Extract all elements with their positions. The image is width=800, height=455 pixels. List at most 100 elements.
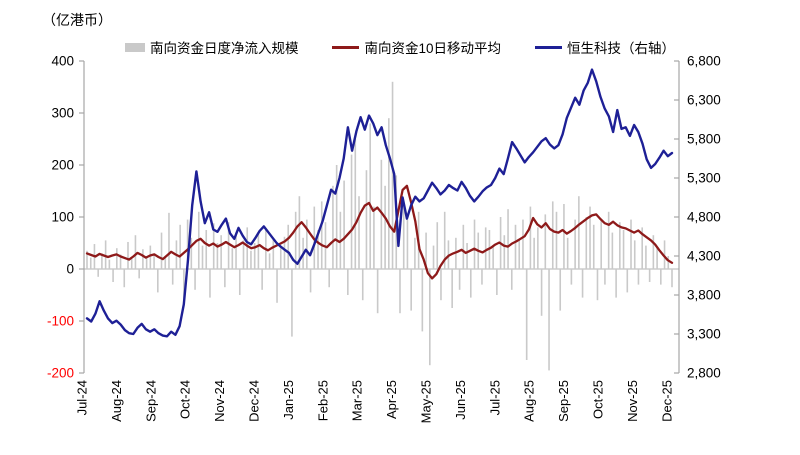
bar: [358, 196, 360, 269]
bar: [667, 256, 670, 269]
bar: [201, 245, 204, 269]
bar: [533, 237, 535, 269]
bar: [615, 269, 617, 298]
bar: [563, 204, 565, 269]
bar: [112, 269, 114, 282]
bar: [365, 170, 368, 269]
bar: [272, 238, 275, 269]
x-axis-month-label: Aug-25: [522, 380, 537, 422]
bar: [388, 118, 390, 269]
bar: [630, 219, 632, 269]
bar: [458, 269, 461, 290]
bar: [209, 269, 211, 298]
x-axis-month-label: Sep-24: [143, 380, 158, 422]
bar: [440, 269, 442, 301]
bar: [469, 269, 472, 298]
bar: [514, 224, 517, 269]
bar: [522, 219, 524, 269]
bar: [596, 269, 599, 301]
bar: [194, 269, 196, 290]
bar: [119, 254, 122, 269]
bar: [142, 249, 144, 269]
bar: [663, 240, 666, 269]
bar: [157, 269, 159, 293]
bar: [235, 232, 237, 269]
bar: [462, 224, 465, 269]
bar: [466, 243, 468, 269]
bar: [399, 269, 401, 314]
x-axis-labels: Jul-24 Aug-24 Sep-24 Oct-24 Nov-24 Dec-24 Jan-…: [75, 380, 675, 423]
bar: [619, 222, 621, 269]
left-axis-tick-label: -100: [47, 314, 74, 329]
bar: [611, 232, 614, 269]
bar: [585, 217, 588, 269]
left-axis-tick-label: 200: [51, 158, 74, 173]
bar: [145, 256, 148, 269]
left-axis-tick-label: 100: [51, 210, 74, 225]
bar: [123, 269, 126, 288]
x-axis-month-label: May-25: [419, 380, 434, 423]
bar: [89, 257, 92, 269]
chart-legend: 南向资金日度净流入规模 南向资金10日移动平均 恒生科技（右轴）: [60, 37, 740, 57]
bar: [496, 269, 498, 295]
bar: [104, 240, 107, 269]
bar: [224, 269, 226, 288]
x-axis-month-label: Aug-24: [109, 380, 124, 422]
bar: [626, 269, 629, 293]
legend-item-ma10: 南向资金10日移动平均: [332, 37, 501, 57]
bar: [227, 222, 230, 269]
x-axis-month-label: Jul-25: [487, 380, 502, 415]
bar: [384, 185, 386, 269]
bar: [328, 269, 330, 288]
bar: [570, 269, 573, 285]
bar: [276, 269, 278, 303]
bar: [648, 269, 651, 282]
bar: [660, 269, 662, 285]
right-axis-tick-label: 6,300: [687, 93, 721, 108]
bar: [592, 224, 595, 269]
bar: [566, 237, 569, 269]
bar: [645, 245, 647, 269]
right-axis-tick-label: 4,300: [687, 249, 721, 264]
bar: [186, 219, 189, 269]
bar: [414, 237, 416, 269]
bar: [652, 235, 655, 269]
bar: [343, 180, 345, 269]
legend-label-hstech: 恒生科技（右轴）: [567, 41, 676, 56]
bar: [97, 269, 99, 277]
bar: [101, 253, 103, 269]
bar: [291, 269, 293, 337]
bar: [205, 230, 208, 269]
line-swatch-icon-blue: [535, 45, 563, 49]
bar: [473, 219, 476, 269]
bar: [134, 235, 137, 269]
bar: [443, 211, 446, 269]
bar: [361, 269, 364, 301]
bar: [149, 245, 152, 269]
bars-series: [86, 81, 673, 371]
bar: [294, 211, 297, 269]
bar: [578, 196, 580, 269]
legend-label-ma10: 南向资金10日移动平均: [364, 41, 502, 56]
bar: [373, 206, 375, 269]
bar: [656, 248, 658, 269]
bar: [600, 219, 602, 269]
bar: [436, 222, 439, 269]
right-axis-tick-label: 5,800: [687, 132, 721, 147]
bar: [429, 269, 431, 366]
bar: [369, 123, 371, 270]
left-axis: 400 300 200 100 0 -100 -200: [47, 54, 85, 381]
bar: [581, 269, 584, 298]
bar: [637, 269, 640, 285]
bar: [559, 269, 562, 311]
bar: [551, 201, 554, 269]
x-axis-month-label: Jul-24: [75, 380, 90, 415]
bar: [589, 206, 591, 269]
legend-label-daily-net-inflow: 南向资金日度净流入规模: [149, 41, 299, 56]
bar: [86, 250, 88, 269]
bar: [540, 269, 543, 316]
left-axis-tick-label: -200: [47, 366, 74, 381]
x-axis-month-label: Dec-25: [659, 380, 674, 422]
